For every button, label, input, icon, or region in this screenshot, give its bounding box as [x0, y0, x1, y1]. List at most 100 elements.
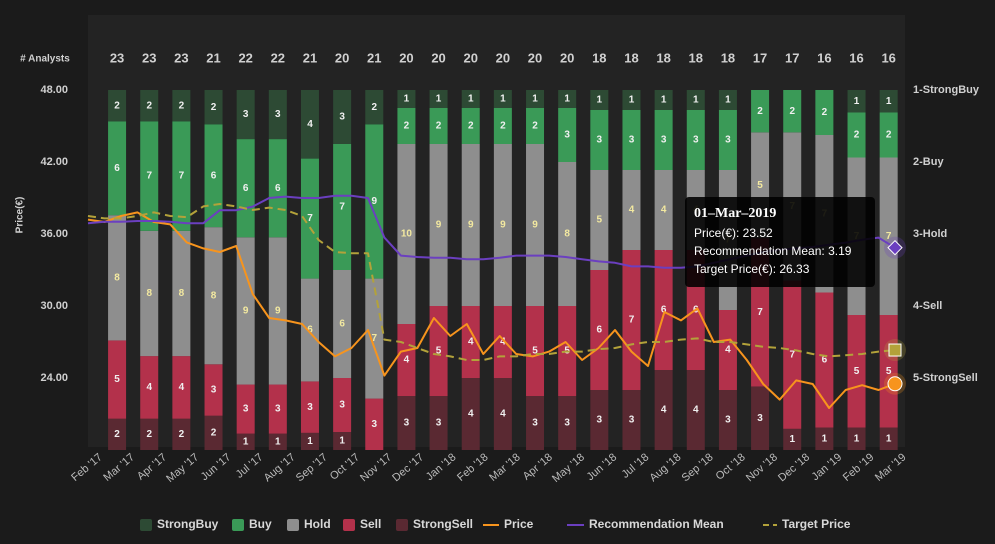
legend-item[interactable]: Price — [483, 517, 534, 531]
bar-segment-label: 7 — [146, 171, 152, 182]
bar-segment — [397, 108, 416, 144]
bar-segment — [429, 90, 448, 108]
bar-segment-label: 1 — [822, 433, 828, 444]
bar-segment — [268, 237, 287, 385]
bar-segment — [268, 433, 287, 450]
analyst-count: 20 — [399, 50, 413, 65]
bar-segment-label: 6 — [597, 325, 603, 336]
y2-tick-label: 2-Buy — [913, 156, 944, 168]
bar-segment-label: 2 — [179, 100, 185, 111]
analyst-count: 20 — [431, 50, 445, 65]
legend-item[interactable]: Hold — [287, 517, 331, 531]
bar-segment — [140, 230, 159, 357]
analyst-count: 22 — [271, 50, 285, 65]
bar-segment-label: 1 — [693, 95, 699, 106]
legend-item[interactable]: Sell — [343, 517, 381, 531]
analyst-count: 18 — [689, 50, 703, 65]
analyst-count: 20 — [496, 50, 510, 65]
y-tick-label: 42.00 — [40, 156, 68, 168]
bar-segment-label: 5 — [436, 346, 442, 357]
bar-segment — [172, 90, 191, 122]
bar-segment — [590, 170, 609, 270]
bar-segment — [847, 90, 866, 113]
analyst-count: 17 — [785, 50, 799, 65]
bar-segment — [300, 381, 319, 433]
y2-tick-label: 3-Hold — [913, 228, 947, 240]
bar-segment-label: 3 — [693, 135, 699, 146]
bar-segment-label: 7 — [307, 213, 313, 224]
bar-segment-label: 1 — [886, 96, 892, 107]
bar-segment-label: 6 — [275, 183, 281, 194]
bar-segment-label: 7 — [179, 171, 185, 182]
bar-segment-label: 3 — [725, 415, 731, 426]
bar-segment — [590, 110, 609, 170]
bar-segment-label: 9 — [275, 306, 281, 317]
bar-segment — [558, 90, 577, 108]
bar-segment — [333, 90, 352, 144]
bar-segment — [236, 384, 255, 434]
bar-segment — [718, 110, 737, 170]
analyst-count: 23 — [110, 50, 124, 65]
tooltip-line: Target Price(€): 26.33 — [694, 262, 810, 276]
legend-item[interactable]: Recommendation Mean — [567, 517, 724, 531]
y2-tick-label: 1-StrongBuy — [913, 84, 980, 96]
bar-segment-label: 3 — [243, 404, 249, 415]
bar-segment — [493, 108, 512, 144]
analyst-count: 16 — [849, 50, 863, 65]
bar-segment — [204, 124, 223, 228]
legend-label: Target Price — [782, 517, 851, 531]
bar-segment — [140, 356, 159, 419]
bar-segment-label: 1 — [468, 94, 474, 105]
bar-segment-label: 1 — [275, 436, 281, 447]
legend-label: StrongSell — [413, 517, 473, 531]
bar-segment-label: 1 — [243, 436, 249, 447]
legend-swatch — [287, 519, 299, 531]
legend-item[interactable]: Buy — [232, 517, 272, 531]
bar-segment — [108, 90, 127, 122]
bar-segment-label: 2 — [211, 427, 217, 438]
legend-item[interactable]: Target Price — [763, 517, 851, 531]
bar-segment-label: 2 — [757, 106, 763, 117]
bar-segment — [365, 398, 384, 450]
bar-segment-label: 3 — [564, 130, 570, 141]
bar-segment — [300, 90, 319, 159]
bar-segment-label: 3 — [629, 135, 635, 146]
bar-segment-label: 3 — [629, 415, 635, 426]
bar-segment — [493, 144, 512, 306]
bar-segment-label: 2 — [854, 130, 860, 141]
bar-segment-label: 8 — [211, 290, 217, 301]
bar-segment — [429, 108, 448, 144]
bar-segment-label: 2 — [404, 121, 410, 132]
bar-segment-label: 6 — [243, 183, 249, 194]
bar-segment — [590, 90, 609, 110]
bar-segment-label: 4 — [146, 382, 152, 393]
legend-label: Hold — [304, 517, 331, 531]
bar-segment — [140, 418, 159, 450]
bar-segment-label: 1 — [661, 95, 667, 106]
bar-segment — [108, 121, 127, 216]
bar-segment — [526, 306, 545, 396]
tooltip-line: Price(€): 23.52 — [694, 226, 773, 240]
bar-segment — [879, 157, 898, 315]
bar-segment-label: 2 — [211, 102, 217, 113]
bar-segment — [172, 418, 191, 450]
bar-segment-label: 1 — [854, 433, 860, 444]
bar-segment — [622, 390, 641, 450]
bar-segment-label: 2 — [114, 429, 120, 440]
bar-segment — [751, 386, 770, 450]
bar-segment — [879, 315, 898, 428]
bar-segment-label: 1 — [854, 96, 860, 107]
legend-item[interactable]: StrongSell — [396, 517, 473, 531]
bar-segment — [461, 90, 480, 108]
legend-item[interactable]: StrongBuy — [140, 517, 219, 531]
analyst-count: 21 — [303, 50, 317, 65]
bar-segment-label: 2 — [179, 429, 185, 440]
bar-segment-label: 7 — [886, 231, 892, 242]
bar-segment-label: 2 — [146, 100, 152, 111]
bar-segment — [654, 370, 673, 450]
bar-segment — [654, 250, 673, 370]
bar-segment — [140, 121, 159, 231]
bar-segment — [108, 215, 127, 341]
bar-segment — [847, 427, 866, 450]
